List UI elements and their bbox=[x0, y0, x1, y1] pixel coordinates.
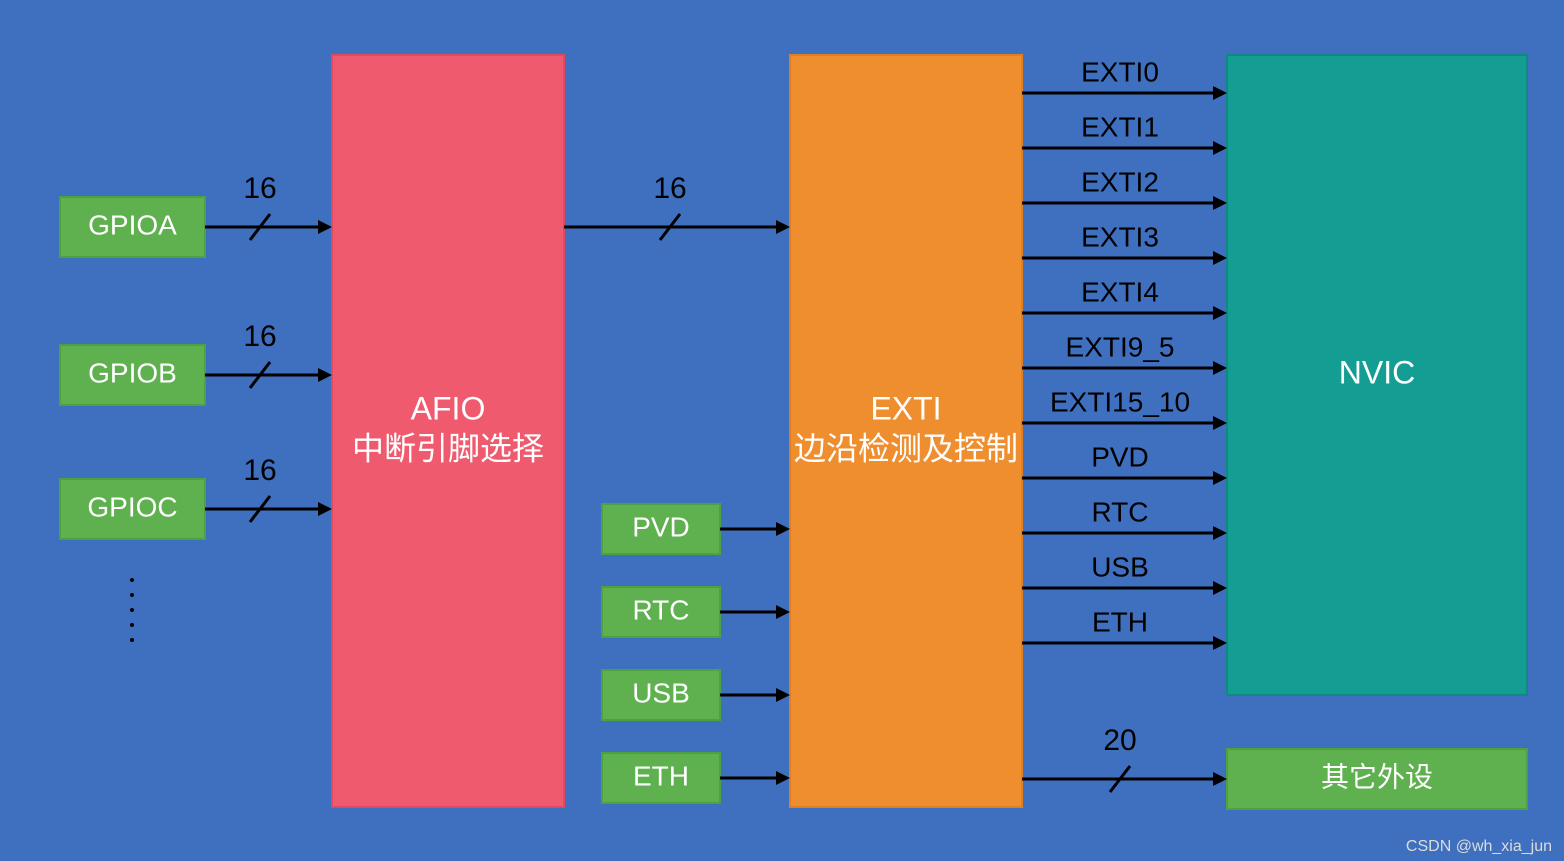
gpio-ellipsis-dot-4 bbox=[130, 638, 134, 642]
signal-block-pvd: PVD bbox=[602, 504, 720, 554]
watermark-text: CSDN @wh_xia_jun bbox=[1406, 838, 1552, 855]
signal-block-eth-label-0: ETH bbox=[633, 760, 689, 791]
signal-block-eth: ETH bbox=[602, 753, 720, 803]
buswidth-gpio-afio-1: 16 bbox=[243, 320, 276, 353]
exti-line-label-4: EXTI4 bbox=[1081, 276, 1159, 307]
afio-block: AFIO 中断引脚选择 bbox=[332, 55, 564, 807]
gpio-ellipsis-dot-0 bbox=[130, 578, 134, 582]
gpio-block-gpioc-label-0: GPIOC bbox=[87, 491, 177, 522]
exti-block-label-0: EXTI bbox=[870, 390, 941, 426]
buswidth-afio-exti: 16 bbox=[653, 172, 686, 205]
nvic-block-label-0: NVIC bbox=[1339, 354, 1415, 390]
exti-block: EXTI 边沿检测及控制 bbox=[790, 55, 1022, 807]
other-peripheral-block-label-0: 其它外设 bbox=[1321, 761, 1433, 792]
gpio-ellipsis-dot-3 bbox=[130, 623, 134, 627]
nvic-block: NVIC bbox=[1227, 55, 1527, 695]
signal-block-usb-label-0: USB bbox=[632, 677, 690, 708]
exti-line-label-8: RTC bbox=[1091, 496, 1148, 527]
signal-block-pvd-label-0: PVD bbox=[632, 511, 690, 542]
gpio-ellipsis-dot-2 bbox=[130, 608, 134, 612]
exti-line-label-7: PVD bbox=[1091, 441, 1149, 472]
gpio-block-gpioa-label-0: GPIOA bbox=[88, 209, 177, 240]
exti-block-label-1: 边沿检测及控制 bbox=[794, 430, 1018, 466]
gpio-ellipsis-dot-1 bbox=[130, 593, 134, 597]
exti-line-label-0: EXTI0 bbox=[1081, 56, 1159, 87]
exti-line-label-9: USB bbox=[1091, 551, 1149, 582]
signal-block-usb: USB bbox=[602, 670, 720, 720]
exti-line-label-10: ETH bbox=[1092, 606, 1148, 637]
exti-line-label-2: EXTI2 bbox=[1081, 166, 1159, 197]
other-peripheral-block: 其它外设 bbox=[1227, 749, 1527, 809]
afio-block-label-1: 中断引脚选择 bbox=[352, 430, 544, 466]
buswidth-gpio-afio-2: 16 bbox=[243, 454, 276, 487]
exti-line-label-3: EXTI3 bbox=[1081, 221, 1159, 252]
gpio-block-gpiob: GPIOB bbox=[60, 345, 205, 405]
gpio-block-gpiob-label-0: GPIOB bbox=[88, 357, 177, 388]
buswidth-gpio-afio-0: 16 bbox=[243, 172, 276, 205]
exti-line-label-6: EXTI15_10 bbox=[1050, 386, 1190, 417]
exti-line-label-5: EXTI9_5 bbox=[1066, 331, 1175, 362]
signal-block-rtc: RTC bbox=[602, 587, 720, 637]
gpio-block-gpioc: GPIOC bbox=[60, 479, 205, 539]
gpio-block-gpioa: GPIOA bbox=[60, 197, 205, 257]
afio-block-label-0: AFIO bbox=[411, 390, 486, 426]
buswidth-exti-other: 20 bbox=[1103, 724, 1136, 757]
exti-line-label-1: EXTI1 bbox=[1081, 111, 1159, 142]
block-diagram: GPIOA GPIOB GPIOC AFIO 中断引脚选择 EXTI 边沿检测及控制 NVIC… bbox=[0, 0, 1564, 861]
signal-block-rtc-label-0: RTC bbox=[632, 594, 689, 625]
